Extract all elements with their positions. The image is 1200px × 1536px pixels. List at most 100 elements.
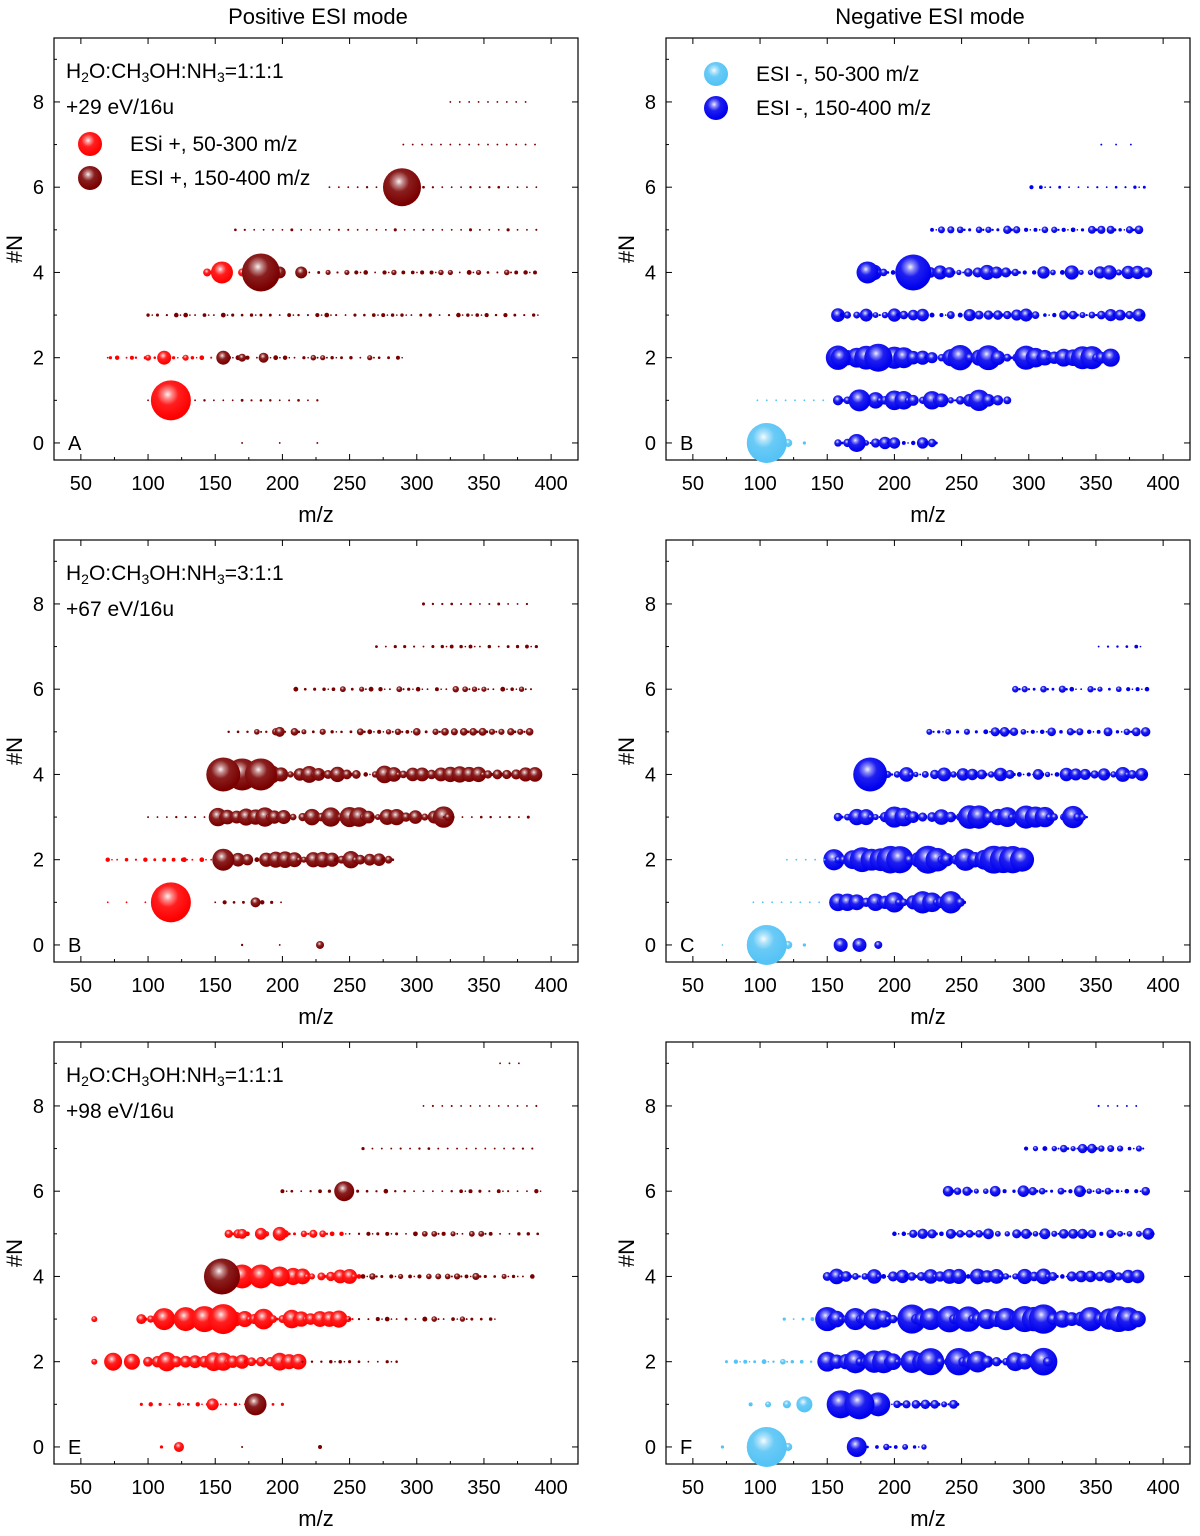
data-point xyxy=(1092,731,1095,733)
data-point xyxy=(203,816,206,818)
data-point xyxy=(320,1360,323,1363)
data-point xyxy=(383,688,386,690)
data-point xyxy=(449,644,454,649)
data-point xyxy=(514,270,519,275)
data-point xyxy=(356,1274,362,1279)
data-point xyxy=(1069,768,1082,781)
data-point xyxy=(278,944,281,946)
data-point xyxy=(979,264,995,281)
data-point xyxy=(395,1318,398,1320)
data-point xyxy=(517,728,524,735)
data-point xyxy=(272,1226,287,1241)
data-point xyxy=(894,807,914,827)
data-point xyxy=(720,1445,725,1449)
data-point xyxy=(996,228,1000,232)
data-point xyxy=(956,269,962,276)
data-point xyxy=(809,1360,813,1363)
data-point xyxy=(227,730,230,734)
data-point xyxy=(533,270,537,275)
data-point xyxy=(194,399,196,402)
data-point xyxy=(1068,1228,1079,1239)
data-point xyxy=(316,940,325,949)
x-tick-label: 350 xyxy=(1079,473,1112,495)
data-point xyxy=(104,1352,123,1371)
data-point xyxy=(756,399,759,402)
x-tick-label: 400 xyxy=(534,473,567,495)
data-point xyxy=(240,943,244,947)
data-point xyxy=(288,399,291,402)
data-point xyxy=(1057,1147,1060,1150)
data-point xyxy=(1077,1228,1088,1239)
data-point xyxy=(199,857,205,863)
data-point xyxy=(272,228,274,231)
data-point xyxy=(837,1316,844,1322)
data-point xyxy=(535,186,538,189)
y-axis-label: #N xyxy=(614,1239,639,1267)
data-point xyxy=(344,269,350,276)
data-point xyxy=(1031,270,1037,275)
formula-subscript: 2 xyxy=(81,571,89,587)
data-point xyxy=(1099,1231,1104,1236)
data-point xyxy=(285,1190,288,1192)
data-point xyxy=(303,808,321,826)
data-point xyxy=(203,268,212,277)
data-point xyxy=(1114,1272,1123,1281)
data-point xyxy=(460,228,463,231)
data-point xyxy=(1000,313,1004,317)
data-point xyxy=(927,438,937,448)
data-point xyxy=(414,1318,417,1320)
data-point xyxy=(273,767,289,782)
data-point xyxy=(786,1360,789,1363)
data-point xyxy=(255,356,258,359)
panel-letter: C xyxy=(680,935,694,957)
data-point xyxy=(344,1233,347,1235)
data-point xyxy=(834,439,842,447)
data-point xyxy=(390,1233,393,1235)
data-point xyxy=(524,143,527,146)
data-point xyxy=(402,688,405,691)
data-point xyxy=(359,356,362,359)
data-point xyxy=(487,688,490,691)
data-point xyxy=(173,312,179,318)
data-point xyxy=(241,442,244,444)
data-point xyxy=(1097,686,1103,692)
data-point xyxy=(516,1275,519,1278)
data-point xyxy=(474,1147,477,1150)
data-point xyxy=(1002,1273,1010,1280)
data-point xyxy=(301,729,307,735)
data-point xyxy=(381,857,386,862)
data-point xyxy=(114,355,120,360)
data-point xyxy=(983,1228,994,1240)
data-point xyxy=(942,731,944,733)
data-point xyxy=(930,1399,940,1409)
x-tick-label: 150 xyxy=(811,1477,844,1499)
data-point xyxy=(724,1360,728,1364)
data-point xyxy=(1058,685,1066,693)
data-point xyxy=(1009,1275,1012,1278)
data-point xyxy=(848,389,871,412)
data-point xyxy=(326,1271,336,1282)
data-point xyxy=(377,356,381,360)
data-point xyxy=(468,1189,473,1194)
data-point xyxy=(203,1258,240,1295)
data-point xyxy=(831,308,845,322)
data-point xyxy=(516,186,519,189)
data-point xyxy=(1084,1232,1089,1236)
data-point xyxy=(408,1274,412,1279)
data-point xyxy=(1012,772,1016,777)
data-point xyxy=(349,772,353,777)
data-point xyxy=(244,758,277,791)
data-point xyxy=(858,1275,861,1278)
data-point xyxy=(1142,1227,1155,1240)
data-point xyxy=(1040,685,1047,693)
data-point xyxy=(382,731,385,733)
data-point xyxy=(293,356,296,359)
data-point xyxy=(512,1147,515,1150)
data-point xyxy=(526,228,528,231)
data-point xyxy=(521,1147,525,1150)
data-point xyxy=(1066,313,1070,317)
data-point xyxy=(351,770,361,779)
data-point xyxy=(997,807,1018,828)
data-point xyxy=(933,809,950,825)
data-point xyxy=(1052,312,1057,318)
